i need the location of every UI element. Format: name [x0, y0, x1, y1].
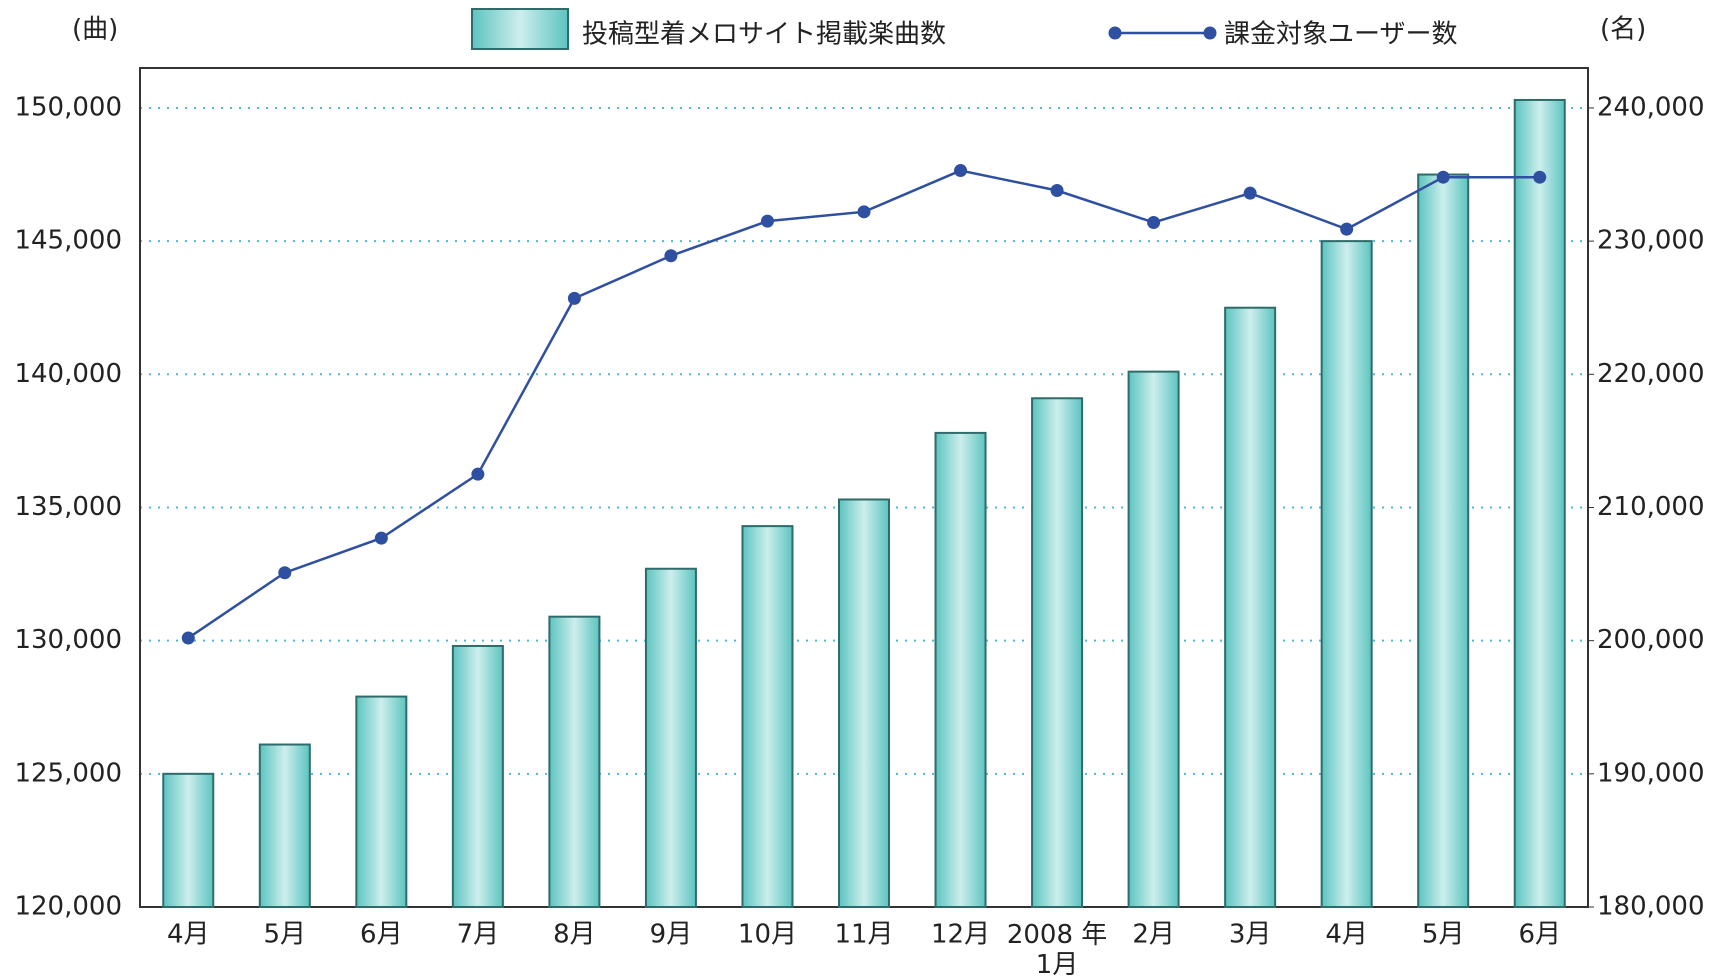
bar: [1320, 240, 1373, 908]
line-marker: [278, 566, 292, 580]
x-tick-label: 12月: [931, 920, 990, 950]
y2-tick-label: 230,000: [1597, 226, 1705, 256]
x-tick-label: 3月: [1229, 920, 1272, 950]
line-marker: [664, 249, 678, 263]
line-marker: [1243, 186, 1257, 200]
bar: [741, 525, 794, 908]
line-marker: [857, 205, 871, 219]
x-tick-label: 4月: [1325, 920, 1368, 950]
line-marker: [471, 467, 485, 481]
line-marker: [954, 164, 968, 178]
x-tick-label: 2月: [1132, 920, 1175, 950]
x-tick-label: 6月: [360, 920, 403, 950]
bar: [1031, 397, 1084, 908]
y2-tick-label: 240,000: [1597, 92, 1705, 122]
bar: [838, 498, 890, 908]
y-tick-label: 135,000: [14, 492, 122, 522]
bar: [355, 695, 408, 908]
legend-label: 課金対象ユーザー数: [1224, 20, 1457, 50]
y2-unit: (名): [1600, 15, 1646, 45]
legend-swatch: [471, 8, 569, 50]
x-tick-label: 2008 年 1月: [1007, 920, 1107, 979]
line-marker: [1147, 215, 1161, 229]
y-tick-label: 140,000: [14, 359, 122, 389]
legend-label: 投稿型着メロサイト掲載楽曲数: [582, 20, 946, 50]
bar: [548, 615, 601, 909]
y-tick-label: 150,000: [14, 92, 122, 122]
y-tick-label: 125,000: [14, 758, 122, 788]
bar: [162, 772, 215, 908]
bar: [1513, 98, 1566, 908]
y2-tick-label: 200,000: [1597, 625, 1705, 655]
x-tick-label: 5月: [1422, 920, 1465, 950]
bar: [644, 567, 697, 908]
line-marker: [1050, 184, 1064, 198]
bar: [1224, 306, 1277, 908]
y2-tick-label: 220,000: [1597, 359, 1705, 389]
y-tick-label: 130,000: [14, 625, 122, 655]
y-unit: (曲): [72, 15, 118, 45]
y-tick-label: 145,000: [14, 226, 122, 256]
bar: [1127, 370, 1180, 908]
x-tick-label: 11月: [834, 920, 893, 950]
bar: [934, 431, 987, 908]
x-tick-label: 5月: [264, 920, 307, 950]
legend-marker: [1108, 26, 1122, 40]
x-tick-label: 8月: [553, 920, 596, 950]
legend-marker: [1203, 26, 1217, 40]
line-marker: [567, 291, 581, 305]
x-tick-label: 10月: [738, 920, 797, 950]
x-tick-label: 6月: [1518, 920, 1561, 950]
y2-tick-label: 210,000: [1597, 492, 1705, 522]
bar: [451, 644, 504, 908]
x-tick-label: 7月: [457, 920, 500, 950]
line-marker: [181, 631, 195, 645]
y-tick-label: 120,000: [14, 892, 122, 922]
line-marker: [1533, 170, 1547, 184]
x-tick-label: 9月: [650, 920, 693, 950]
line-marker: [374, 531, 388, 545]
y2-tick-label: 190,000: [1597, 758, 1705, 788]
line-marker: [1436, 170, 1450, 184]
x-tick-label: 4月: [167, 920, 210, 950]
bar: [1417, 173, 1470, 909]
y2-tick-label: 180,000: [1597, 892, 1705, 922]
line-marker: [760, 214, 774, 228]
line-marker: [1340, 222, 1354, 236]
bar: [258, 743, 311, 908]
